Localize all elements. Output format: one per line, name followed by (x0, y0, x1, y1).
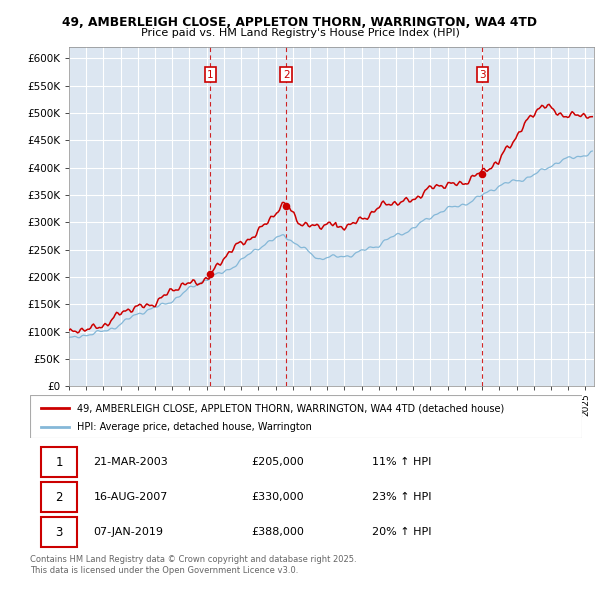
Text: 1: 1 (207, 70, 214, 80)
FancyBboxPatch shape (30, 395, 582, 438)
Text: This data is licensed under the Open Government Licence v3.0.: This data is licensed under the Open Gov… (30, 566, 298, 575)
Text: 2: 2 (283, 70, 290, 80)
Text: £205,000: £205,000 (251, 457, 304, 467)
Text: 23% ↑ HPI: 23% ↑ HPI (372, 492, 432, 502)
Text: Contains HM Land Registry data © Crown copyright and database right 2025.: Contains HM Land Registry data © Crown c… (30, 555, 356, 563)
Text: 3: 3 (479, 70, 486, 80)
Text: 1: 1 (55, 455, 63, 468)
Text: 11% ↑ HPI: 11% ↑ HPI (372, 457, 431, 467)
Text: Price paid vs. HM Land Registry's House Price Index (HPI): Price paid vs. HM Land Registry's House … (140, 28, 460, 38)
Text: 49, AMBERLEIGH CLOSE, APPLETON THORN, WARRINGTON, WA4 4TD: 49, AMBERLEIGH CLOSE, APPLETON THORN, WA… (62, 16, 538, 29)
Point (478, 169, 487, 179)
Text: £330,000: £330,000 (251, 492, 304, 502)
Text: 49, AMBERLEIGH CLOSE, APPLETON THORN, WARRINGTON, WA4 4TD (detached house): 49, AMBERLEIGH CLOSE, APPLETON THORN, WA… (77, 403, 504, 413)
Text: 21-MAR-2003: 21-MAR-2003 (94, 457, 168, 467)
FancyBboxPatch shape (41, 482, 77, 512)
Text: 07-JAN-2019: 07-JAN-2019 (94, 527, 163, 537)
Text: 2: 2 (55, 490, 63, 504)
Text: £388,000: £388,000 (251, 527, 304, 537)
Point (206, 270, 215, 279)
FancyBboxPatch shape (41, 517, 77, 548)
Point (281, 201, 291, 211)
Text: 3: 3 (55, 526, 62, 539)
FancyBboxPatch shape (41, 447, 77, 477)
Text: HPI: Average price, detached house, Warrington: HPI: Average price, detached house, Warr… (77, 422, 312, 432)
Text: 16-AUG-2007: 16-AUG-2007 (94, 492, 168, 502)
Text: 20% ↑ HPI: 20% ↑ HPI (372, 527, 432, 537)
